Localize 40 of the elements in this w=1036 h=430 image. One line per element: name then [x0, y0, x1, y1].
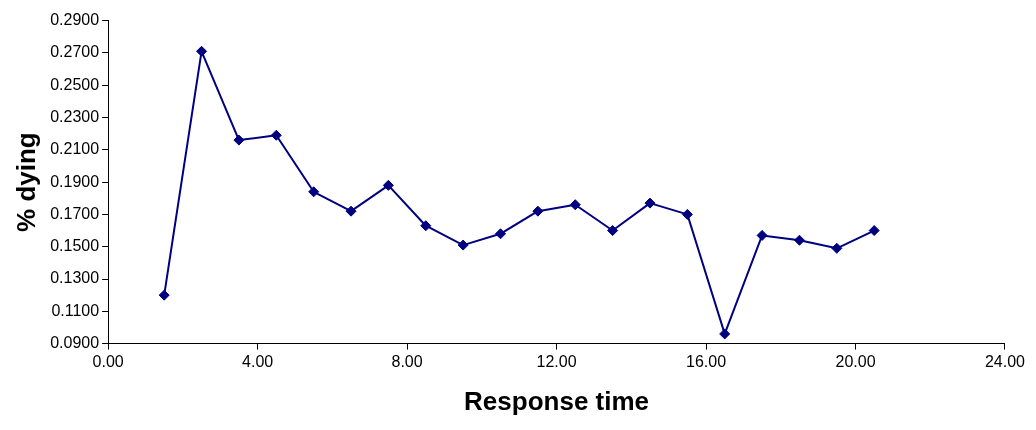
y-axis-title: % dying	[10, 132, 41, 232]
point	[345, 205, 357, 217]
x-tick-label: 24.00	[984, 352, 1026, 370]
point	[532, 205, 544, 217]
point	[756, 229, 768, 241]
x-tick-label: 0.00	[92, 352, 124, 370]
point	[196, 45, 208, 57]
y-tick-label: 0.1900	[50, 172, 100, 190]
point	[382, 179, 394, 191]
y-tick-label: 0.1700	[50, 204, 100, 222]
point	[495, 228, 507, 240]
y-tick-label: 0.2700	[50, 43, 100, 61]
point	[457, 239, 469, 251]
y-tick-label: 0.1300	[50, 269, 100, 287]
x-axis-title: Response time	[464, 385, 650, 416]
point	[270, 129, 282, 141]
point	[420, 220, 432, 232]
y-tick-label: 0.1500	[50, 237, 100, 255]
y-tick-label: 0.2100	[50, 140, 100, 158]
point	[644, 197, 656, 209]
point	[158, 289, 170, 301]
x-tick-label: 16.00	[686, 352, 727, 370]
x-tick-label: 8.00	[391, 352, 423, 370]
y-tick-label: 0.2300	[50, 107, 100, 125]
x-tick-label: 12.00	[536, 352, 577, 370]
y-tick-label: 0.1100	[51, 301, 100, 319]
y-tick-label: 0.2900	[50, 11, 100, 29]
point	[793, 234, 805, 246]
x-tick-label: 4.00	[242, 352, 274, 370]
y-tick-label: 0.2500	[50, 75, 100, 93]
x-tick-label: 20.00	[835, 352, 876, 370]
point	[308, 186, 320, 198]
point	[569, 199, 581, 211]
point	[831, 242, 843, 254]
point	[681, 208, 693, 220]
point	[233, 134, 245, 146]
point	[868, 225, 880, 237]
point	[607, 225, 619, 237]
point	[719, 328, 731, 340]
y-tick-label: 0.0900	[50, 334, 100, 352]
